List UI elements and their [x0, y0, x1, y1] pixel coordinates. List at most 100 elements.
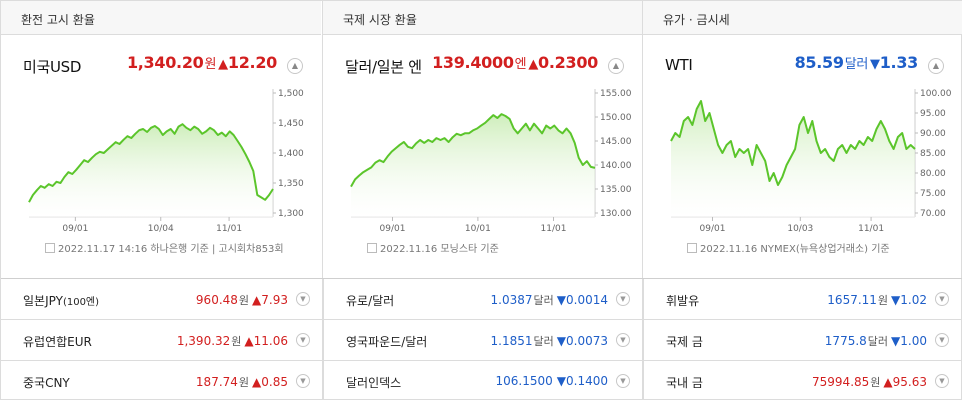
rate-cell[interactable]: 휘발유 1657.11원 ▼1.02 ▼ [643, 279, 961, 319]
rate-name: 중국CNY [23, 374, 70, 391]
rate-cell[interactable]: 국제 금 1775.8달러 ▼1.00 ▼ [643, 320, 961, 360]
currency-title[interactable]: 달러/일본 엔 [345, 58, 422, 76]
y-tick-label: 80.00 [920, 169, 946, 179]
column-header[interactable]: 환전 고시 환율 [1, 1, 321, 35]
rate-name: 휘발유 [666, 292, 699, 309]
down-arrow-icon: ▼ [556, 374, 566, 388]
rate-name-text: 일본JPY [23, 294, 63, 308]
document-icon [45, 243, 55, 253]
chevron-down-icon[interactable]: ▼ [296, 292, 310, 306]
rate-number: 960.48 [195, 293, 238, 307]
main-panel: 미국USD 1,340.20원 ▲12.20 ▲ 1,500 1,450 1,400 1… [1, 35, 321, 277]
down-arrow-icon: ▼ [891, 293, 901, 307]
chevron-down-icon[interactable]: ▼ [616, 333, 630, 347]
currency-title[interactable]: 미국USD [23, 58, 82, 76]
rate-value: 106.1500 ▼0.1400 [496, 374, 609, 388]
rate-change: 1.00 [900, 334, 927, 348]
rate-number: 1775.8 [824, 334, 867, 348]
rate-change: 0.85 [261, 375, 288, 389]
rate-unit: 원 [870, 376, 881, 389]
y-tick-label: 95.00 [920, 109, 946, 119]
source-text: 2022.11.16 모닝스타 기준 [380, 244, 499, 255]
rate-unit: 달러 [533, 294, 554, 307]
y-tick-label: 145.00 [600, 137, 632, 147]
rate-name-sub: (100엔) [62, 297, 100, 308]
up-arrow-icon: ▲ [883, 375, 893, 389]
y-tick-label: 150.00 [600, 113, 632, 123]
rate-name: 영국파운드/달러 [346, 333, 427, 350]
column-header[interactable]: 유가 · 금시세 [643, 1, 962, 35]
rate-change: 0.0014 [566, 293, 608, 307]
series-line [28, 123, 274, 203]
series-area [351, 114, 595, 217]
series-area [671, 101, 915, 217]
table-row[interactable]: 유럽연합EUR 1,390.32원 ▲11.06 ▼ 영국파운드/달러 1.185… [1, 319, 962, 360]
chevron-down-icon[interactable]: ▼ [935, 333, 949, 347]
up-arrow-icon: ▲ [244, 334, 254, 348]
rate-name: 국제 금 [666, 333, 703, 350]
rate-cell[interactable]: 일본JPY(100엔) 960.48원 ▲7.93 ▼ [1, 279, 322, 319]
rate-number: 1,390.32 [176, 334, 231, 348]
change-value: 0.2300 [538, 53, 598, 72]
rate-name-text: 영국파운드/달러 [346, 335, 428, 349]
table-row[interactable]: 중국CNY 187.74원 ▲0.85 ▼ 달러인덱스 106.1500 ▼0.14… [1, 360, 962, 400]
rate-cell[interactable]: 유로/달러 1.0387달러 ▼0.0014 ▼ [323, 279, 642, 319]
price-unit: 원 [204, 57, 217, 72]
y-tick-label: 85.00 [920, 149, 946, 159]
rate-name: 달러인덱스 [346, 374, 401, 391]
rate-value: 1.0387달러 ▼0.0014 [491, 292, 608, 308]
rate-cell[interactable]: 달러인덱스 106.1500 ▼0.1400 ▼ [323, 361, 642, 400]
rate-value: 75994.85원 ▲95.63 [812, 374, 927, 390]
commodity-title[interactable]: WTI [665, 56, 693, 74]
rate-unit: 원 [238, 376, 250, 389]
column-header[interactable]: 국제 시장 환율 [323, 1, 642, 35]
rate-unit: 원 [877, 294, 889, 307]
rate-change: 95.63 [892, 375, 927, 389]
x-tick-label: 09/01 [380, 224, 406, 234]
rate-change: 0.0073 [566, 334, 608, 348]
y-tick-label: 135.00 [600, 185, 632, 195]
rate-cell[interactable]: 영국파운드/달러 1.1851달러 ▼0.0073 ▼ [323, 320, 642, 360]
source-note: 2022.11.16 NYMEX(뉴욕상업거래소) 기준 [687, 240, 890, 255]
price-unit: 달러 [844, 57, 869, 72]
collapse-toggle-icon[interactable]: ▲ [928, 58, 944, 74]
chevron-down-icon[interactable]: ▼ [296, 374, 310, 388]
rate-name-text: 달러인덱스 [346, 376, 402, 390]
up-arrow-icon: ▲ [252, 293, 262, 307]
rate-cell[interactable]: 국내 금 75994.85원 ▲95.63 ▼ [643, 361, 961, 400]
chevron-down-icon[interactable]: ▼ [935, 292, 949, 306]
rate-change: 0.1400 [566, 374, 608, 388]
collapse-toggle-icon[interactable]: ▲ [287, 58, 303, 74]
title-row: 미국USD 1,340.20원 ▲12.20 ▲ [23, 53, 303, 79]
up-arrow-icon: ▲ [528, 57, 539, 72]
title-row: 달러/일본 엔 139.4000엔 ▲0.2300 ▲ [345, 53, 624, 79]
collapse-toggle-icon[interactable]: ▲ [608, 58, 624, 74]
rate-change: 11.06 [253, 334, 288, 348]
rate-name-text: 중국CNY [23, 376, 70, 390]
rate-unit: 달러 [533, 335, 554, 348]
table-row[interactable]: 일본JPY(100엔) 960.48원 ▲7.93 ▼ 유로/달러 1.0387달… [1, 278, 962, 319]
rate-cell[interactable]: 중국CNY 187.74원 ▲0.85 ▼ [1, 361, 322, 400]
y-tick-label: 140.00 [600, 161, 632, 171]
chevron-down-icon[interactable]: ▼ [616, 292, 630, 306]
rate-number: 75994.85 [812, 375, 870, 389]
price-unit: 엔 [514, 57, 527, 72]
rate-change: 1.02 [900, 293, 927, 307]
chevron-down-icon[interactable]: ▼ [935, 374, 949, 388]
rate-value: 1.1851달러 ▼0.0073 [491, 333, 608, 349]
price-value: 139.4000 [432, 53, 514, 72]
chevron-down-icon[interactable]: ▼ [616, 374, 630, 388]
rate-cell[interactable]: 유럽연합EUR 1,390.32원 ▲11.06 ▼ [1, 320, 322, 360]
rate-name: 일본JPY(100엔) [23, 292, 99, 309]
rate-number: 187.74 [195, 375, 238, 389]
rate-unit: 원 [238, 294, 250, 307]
series-area [29, 124, 273, 217]
chevron-down-icon[interactable]: ▼ [296, 333, 310, 347]
rate-value: 1775.8달러 ▼1.00 [825, 333, 927, 349]
down-arrow-icon: ▼ [556, 293, 566, 307]
y-tick-label: 1,450 [278, 119, 304, 129]
document-icon [367, 243, 377, 253]
y-tick-label: 155.00 [600, 89, 632, 99]
rate-name-text: 유로/달러 [346, 294, 395, 308]
